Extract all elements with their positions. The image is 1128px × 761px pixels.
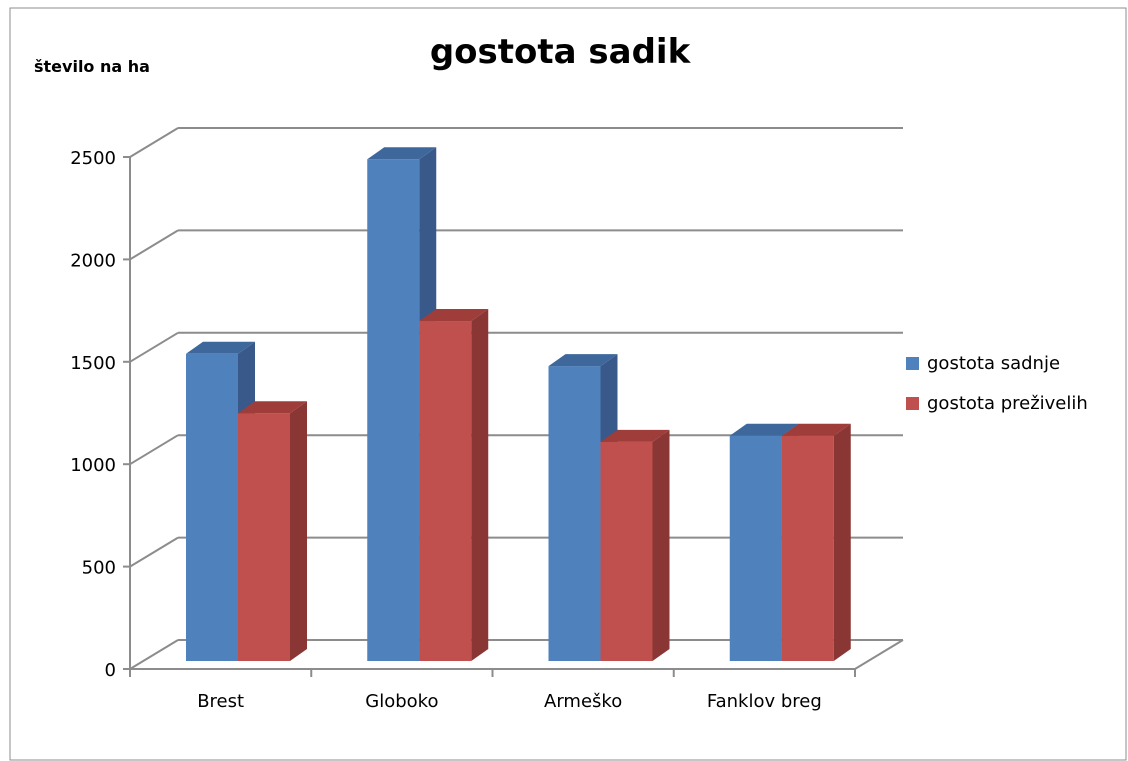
bar-top — [186, 341, 255, 354]
y-tick-label: 2500 — [70, 148, 116, 169]
bar-top — [238, 401, 307, 414]
bar-top — [367, 147, 437, 160]
legend-item-gostota-prezivelih: gostota preživelih — [906, 392, 1088, 414]
y-axis-title: število na ha — [34, 57, 150, 76]
gridline-side — [129, 127, 179, 158]
legend: gostota sadnje gostota preživelih — [906, 352, 1088, 432]
legend-item-gostota-sadnje: gostota sadnje — [906, 352, 1088, 374]
x-tick-label: Brest — [197, 691, 244, 712]
axes — [123, 156, 904, 677]
y-tick-label: 1500 — [70, 353, 116, 374]
legend-swatch-gostota-sadnje — [906, 356, 919, 370]
bar-top — [729, 423, 799, 436]
bar-top — [548, 354, 618, 367]
y-tick-label: 500 — [82, 558, 116, 579]
gridline-side — [129, 434, 179, 466]
bar-front — [367, 159, 420, 662]
x-tick-label: Globoko — [365, 691, 438, 712]
bar-side — [833, 423, 851, 661]
chart-title: gostota sadik — [429, 32, 691, 72]
x-tick-label: Armeško — [544, 691, 622, 712]
tick-labels: 0 500 1000 1500 2000 2500 Brest Globoko Armeško F… — [70, 148, 822, 712]
gridline-side — [129, 229, 179, 261]
bar-1-1 — [419, 309, 489, 661]
legend-label-gostota-sadnje: gostota sadnje — [927, 352, 1061, 374]
bar-1-0 — [238, 401, 307, 661]
bar-side — [471, 309, 489, 661]
legend-label-gostota-prezivelih: gostota preživelih — [927, 392, 1088, 414]
bar-1-3 — [781, 423, 851, 661]
bar-side — [290, 401, 307, 661]
gridline-side — [129, 536, 179, 568]
bar-front — [600, 441, 653, 661]
gridline-side — [129, 331, 179, 363]
bar-top — [600, 429, 670, 442]
bar-top — [781, 423, 851, 436]
bar-front — [548, 366, 601, 661]
y-tick-label: 2000 — [70, 250, 116, 271]
x-tick-label: Fanklov breg — [707, 691, 822, 712]
bars — [186, 147, 851, 662]
gridline-side — [129, 639, 179, 670]
y-tick-label: 1000 — [70, 455, 116, 476]
bar-front — [419, 321, 472, 661]
bar-1-2 — [600, 429, 670, 661]
bar-top — [419, 309, 489, 322]
bar-front — [238, 413, 290, 661]
legend-swatch-gostota-prezivelih — [906, 396, 919, 410]
y-tick-label: 0 — [105, 660, 116, 681]
bar-front — [729, 435, 782, 661]
bar-front — [186, 353, 238, 661]
bar-front — [781, 435, 834, 661]
bar-side — [652, 429, 670, 661]
